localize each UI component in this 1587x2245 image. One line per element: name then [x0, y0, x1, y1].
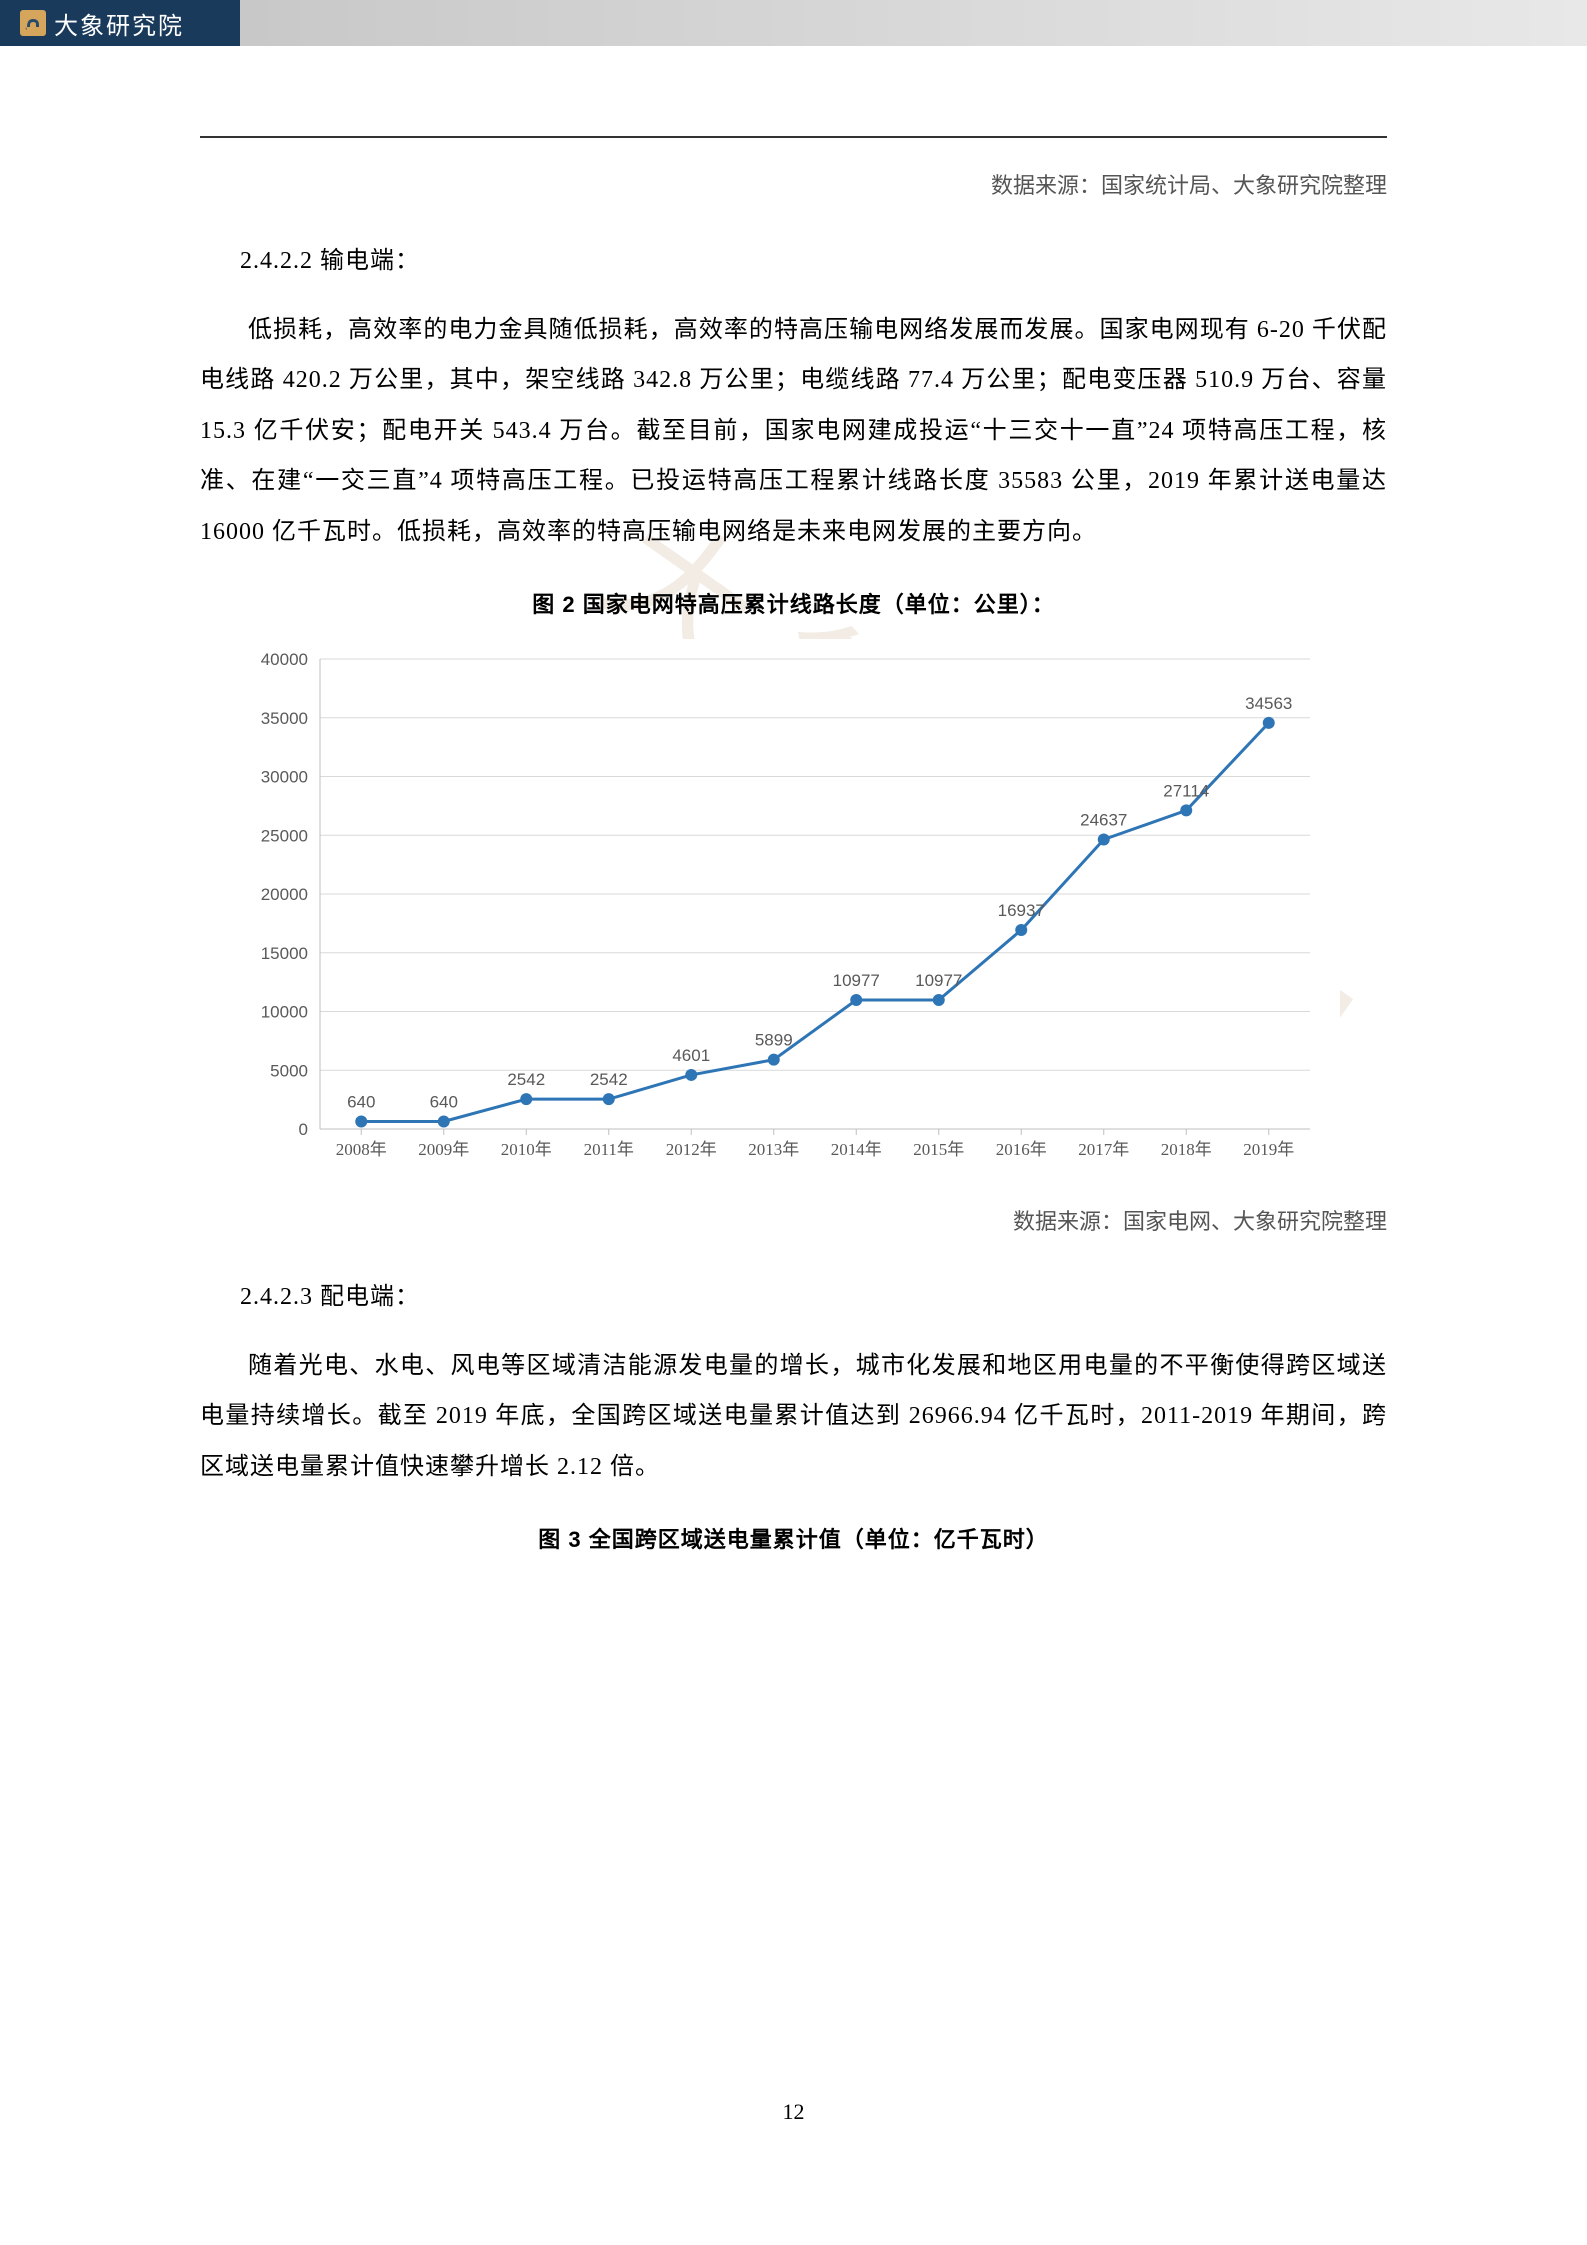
svg-text:2011年: 2011年	[584, 1140, 634, 1159]
svg-text:2009年: 2009年	[418, 1140, 469, 1159]
svg-text:5000: 5000	[270, 1061, 308, 1080]
svg-text:40000: 40000	[261, 650, 308, 669]
svg-text:2542: 2542	[590, 1070, 628, 1089]
svg-text:2018年: 2018年	[1161, 1140, 1212, 1159]
svg-text:15000: 15000	[261, 944, 308, 963]
svg-text:2542: 2542	[507, 1070, 545, 1089]
figure2-source: 数据来源：国家电网、大象研究院整理	[200, 1204, 1387, 1236]
figure3-title: 图 3 全国跨区域送电量累计值（单位：亿千瓦时）	[200, 1522, 1387, 1554]
svg-text:640: 640	[347, 1092, 375, 1111]
section-heading-2422: 2.4.2.2 输电端：	[200, 240, 1387, 275]
section-heading-2423: 2.4.2.3 配电端：	[200, 1276, 1387, 1311]
svg-text:10977: 10977	[915, 971, 962, 990]
svg-text:16937: 16937	[998, 901, 1045, 920]
page-number: 12	[0, 2099, 1587, 2125]
svg-text:5899: 5899	[755, 1031, 793, 1050]
svg-text:10977: 10977	[833, 971, 880, 990]
svg-text:24637: 24637	[1080, 810, 1127, 829]
svg-text:0: 0	[299, 1120, 308, 1139]
figure2-chart: 0 5000 10000 15000 20000 25000 30000 35000 40000…	[220, 639, 1367, 1179]
svg-text:2008年: 2008年	[336, 1140, 387, 1159]
svg-text:2010年: 2010年	[501, 1140, 552, 1159]
svg-text:20000: 20000	[261, 885, 308, 904]
page-content: 数据来源：国家统计局、大象研究院整理 2.4.2.2 输电端： 低损耗，高效率的…	[0, 46, 1587, 1554]
svg-text:30000: 30000	[261, 767, 308, 786]
svg-text:2012年: 2012年	[666, 1140, 717, 1159]
svg-text:2017年: 2017年	[1078, 1140, 1129, 1159]
header-bar: 大象研究院	[0, 0, 1587, 46]
svg-text:2016年: 2016年	[996, 1140, 1047, 1159]
svg-text:2014年: 2014年	[831, 1140, 882, 1159]
header-logo: 大象研究院	[0, 6, 184, 41]
svg-text:35000: 35000	[261, 709, 308, 728]
figure2-title: 图 2 国家电网特高压累计线路长度（单位：公里）：	[200, 587, 1387, 619]
svg-text:2013年: 2013年	[748, 1140, 799, 1159]
svg-text:2015年: 2015年	[913, 1140, 964, 1159]
svg-text:640: 640	[430, 1092, 458, 1111]
paragraph-2422: 低损耗，高效率的电力金具随低损耗，高效率的特高压输电网络发展而发展。国家电网现有…	[200, 305, 1387, 557]
svg-text:27114: 27114	[1163, 781, 1209, 800]
source-line-1: 数据来源：国家统计局、大象研究院整理	[200, 168, 1387, 200]
top-rule	[200, 136, 1387, 138]
header-org-name: 大象研究院	[54, 6, 184, 41]
svg-text:2019年: 2019年	[1243, 1140, 1294, 1159]
svg-text:25000: 25000	[261, 826, 308, 845]
elephant-logo-icon	[20, 10, 46, 36]
svg-text:10000: 10000	[261, 1002, 308, 1021]
svg-text:34563: 34563	[1245, 694, 1292, 713]
svg-text:4601: 4601	[672, 1046, 710, 1065]
paragraph-2423: 随着光电、水电、风电等区域清洁能源发电量的增长，城市化发展和地区用电量的不平衡使…	[200, 1341, 1387, 1492]
